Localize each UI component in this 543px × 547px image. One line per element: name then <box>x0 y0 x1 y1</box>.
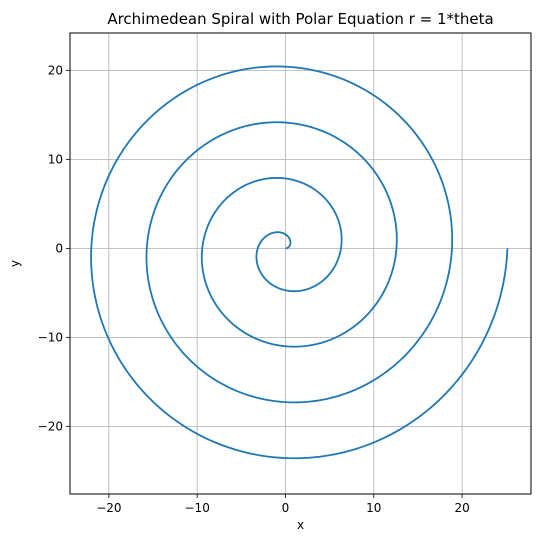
plot-frame <box>69 32 532 495</box>
x-tick-label: −20 <box>96 501 121 515</box>
chart-title: Archimedean Spiral with Polar Equation r… <box>107 10 493 28</box>
y-tick-label: −20 <box>38 419 63 433</box>
y-axis-label: y <box>8 260 22 267</box>
y-tick-label: −10 <box>38 330 63 344</box>
x-axis-label: x <box>297 518 304 532</box>
grid <box>70 33 531 494</box>
y-tick-label: 20 <box>48 63 63 77</box>
x-tick-label: 20 <box>454 501 469 515</box>
y-axis-ticks: −20 −10 0 10 20 <box>38 63 70 433</box>
series-layer <box>90 65 509 460</box>
y-tick-label: 0 <box>55 241 63 255</box>
spiral-series-line <box>90 65 509 460</box>
x-tick-label: 0 <box>282 501 290 515</box>
x-tick-label: −10 <box>185 501 210 515</box>
x-axis-ticks: −20 −10 0 10 20 <box>96 494 470 515</box>
x-tick-label: 10 <box>366 501 381 515</box>
y-tick-label: 10 <box>48 152 63 166</box>
